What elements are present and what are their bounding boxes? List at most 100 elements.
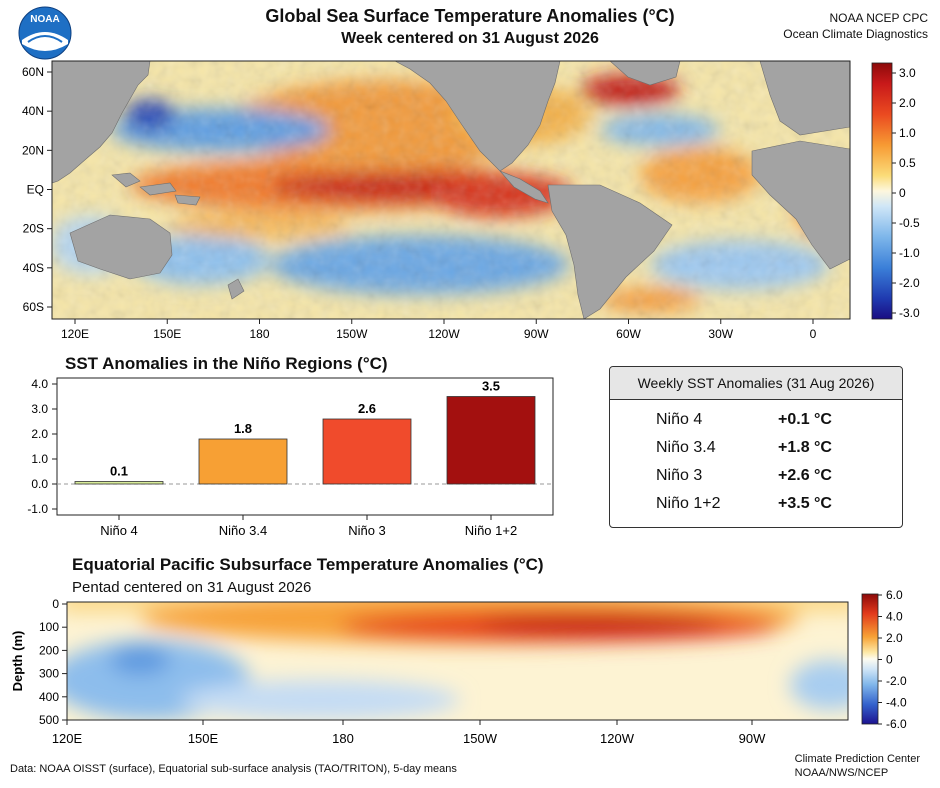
bar-value-label: 2.6 xyxy=(358,401,376,416)
subsurface-x-tick-label: 90W xyxy=(739,731,766,746)
sst-map-panel: 120E 150E 180 150W 120W 90W 60W 30W 0 60N 40N 20N E… xyxy=(22,60,920,341)
table-row-value: +0.1 °C xyxy=(778,411,832,428)
bar-y-tick-label: 4.0 xyxy=(31,377,48,391)
bar-x-tick-label: Niño 3 xyxy=(348,523,386,538)
land-masses xyxy=(52,61,850,319)
sst-x-tick-label: 120W xyxy=(428,327,460,341)
weekly-anomaly-table: Weekly SST Anomalies (31 Aug 2026) Niño … xyxy=(609,366,903,528)
sst-colorbar-tick-label: 0.5 xyxy=(899,156,916,170)
bar-value-label: 1.8 xyxy=(234,421,252,436)
subsurface-colorbar-tick-label: -4.0 xyxy=(886,696,907,710)
footer-credit-line2: NOAA/NWS/NCEP xyxy=(794,767,889,779)
credit-top-line2: Ocean Climate Diagnostics xyxy=(783,27,928,41)
page-subtitle: Week centered on 31 August 2026 xyxy=(341,30,599,47)
sst-colorbar-tick-label: -1.0 xyxy=(899,246,920,260)
table-row-value: +1.8 °C xyxy=(778,439,832,456)
bar-y-tick-label: 1.0 xyxy=(31,452,48,466)
subsurface-panel: 120E 150E 180 150W 120W 90W 0100200300400500 … xyxy=(10,590,907,746)
table-row-label: Niño 4 xyxy=(656,411,703,428)
table-row-value: +2.6 °C xyxy=(778,467,832,484)
sst-map xyxy=(52,61,850,319)
subsurface-x-tick-label: 180 xyxy=(332,731,354,746)
sst-colorbar-tick-label: 2.0 xyxy=(899,96,916,110)
nino-bar xyxy=(322,418,412,485)
sst-x-tick-label: 180 xyxy=(249,327,269,341)
noaa-logo xyxy=(18,6,72,60)
sst-colorbar-ticks: 3.0 2.0 1.0 0.5 0 -0.5 -1.0 -2.0 -3.0 xyxy=(892,66,920,320)
subsurface-colorbar-tick-label: 0 xyxy=(886,653,893,667)
subsurface-heatmap xyxy=(67,602,848,720)
nino-bar xyxy=(446,396,536,485)
table-row-label: Niño 3.4 xyxy=(656,439,716,456)
subsurface-colorbar xyxy=(861,593,879,725)
table-row-value: +3.5 °C xyxy=(778,495,832,512)
sst-x-tick-label: 60W xyxy=(616,327,641,341)
subsurface-y-tick-label: 200 xyxy=(39,643,59,657)
bar-value-label: 3.5 xyxy=(482,379,500,394)
subsurface-y-tick-label: 400 xyxy=(39,690,59,704)
subsurface-title: Equatorial Pacific Subsurface Temperatur… xyxy=(72,555,544,574)
logo-text: NOAA xyxy=(30,14,60,25)
bar-x-labels: Niño 4 Niño 3.4 Niño 3 Niño 1+2 xyxy=(100,515,517,538)
sst-map-y-ticks: 60N 40N 20N EQ 20S 40S 60S xyxy=(22,65,52,314)
sst-colorbar-tick-label: 0 xyxy=(899,186,906,200)
subsurface-x-ticks: 120E 150E 180 150W 120W 90W xyxy=(52,720,766,746)
bar-x-tick-label: Niño 3.4 xyxy=(219,523,267,538)
subsurface-colorbar-tick-label: -2.0 xyxy=(886,674,907,688)
sst-y-tick-label: 20N xyxy=(22,143,44,157)
footer-credit-line1: Climate Prediction Center xyxy=(794,753,920,765)
bar-marks: 0.1 1.8 2.6 3.5 xyxy=(74,379,536,485)
table-title: Weekly SST Anomalies (31 Aug 2026) xyxy=(610,367,902,400)
bar-x-tick-label: Niño 4 xyxy=(100,523,138,538)
subsurface-x-tick-label: 150E xyxy=(188,731,219,746)
subsurface-y-tick-label: 500 xyxy=(39,713,59,727)
subsurface-colorbar-tick-label: 6.0 xyxy=(886,590,903,602)
sst-y-tick-label: 40S xyxy=(23,261,44,275)
credit-top-line1: NOAA NCEP CPC xyxy=(829,11,928,25)
subsurface-x-tick-label: 120E xyxy=(52,731,83,746)
sst-colorbar-tick-label: -2.0 xyxy=(899,276,920,290)
subsurface-y-axis-label: Depth (m) xyxy=(10,631,25,692)
subsurface-colorbar-ticks: 6.0 4.0 2.0 0 -2.0 -4.0 -6.0 xyxy=(878,590,907,731)
table-row-label: Niño 3 xyxy=(656,467,703,484)
sst-colorbar-tick-label: 3.0 xyxy=(899,66,916,80)
sst-colorbar-tick-label: -3.0 xyxy=(899,306,920,320)
sst-colorbar xyxy=(871,62,893,320)
subsurface-colorbar-tick-label: -6.0 xyxy=(886,717,907,731)
sst-y-tick-label: 20S xyxy=(23,222,44,236)
subsurface-y-tick-label: 0 xyxy=(52,597,59,611)
subsurface-colorbar-tick-label: 2.0 xyxy=(886,631,903,645)
sst-x-tick-label: 0 xyxy=(810,327,817,341)
sst-map-x-ticks: 120E 150E 180 150W 120W 90W 60W 30W 0 xyxy=(61,319,817,341)
sst-colorbar-tick-label: -0.5 xyxy=(899,216,920,230)
page-title: Global Sea Surface Temperature Anomalies… xyxy=(265,6,675,26)
bar-y-tick-label: 0.0 xyxy=(31,477,48,491)
sst-y-tick-label: 60N xyxy=(22,65,44,79)
subsurface-y-tick-label: 100 xyxy=(39,620,59,634)
bar-y-tick-label: -1.0 xyxy=(27,502,48,516)
table-row-label: Niño 1+2 xyxy=(656,495,721,512)
sst-x-tick-label: 150W xyxy=(336,327,368,341)
data-source-note: Data: NOAA OISST (surface), Equatorial s… xyxy=(10,763,457,775)
sst-y-tick-label: 60S xyxy=(23,300,44,314)
sst-y-tick-label: EQ xyxy=(27,183,44,197)
subsurface-x-tick-label: 120W xyxy=(600,731,635,746)
bar-y-tick-label: 2.0 xyxy=(31,427,48,441)
sst-y-tick-label: 40N xyxy=(22,104,44,118)
sst-x-tick-label: 90W xyxy=(524,327,549,341)
sst-colorbar-tick-label: 1.0 xyxy=(899,126,916,140)
bar-y-ticks: 4.0 3.0 2.0 1.0 0.0 -1.0 xyxy=(27,377,553,516)
nino-bar xyxy=(74,481,164,485)
bar-x-tick-label: Niño 1+2 xyxy=(465,523,517,538)
nino-bar-title: SST Anomalies in the Niño Regions (°C) xyxy=(65,354,388,373)
subsurface-x-tick-label: 150W xyxy=(463,731,498,746)
subsurface-subtitle: Pentad centered on 31 August 2026 xyxy=(72,579,312,596)
subsurface-y-ticks: 0 100 200 300 400 500 xyxy=(39,597,67,727)
bar-value-label: 0.1 xyxy=(110,464,128,479)
subsurface-y-tick-label: 300 xyxy=(39,667,59,681)
sst-x-tick-label: 120E xyxy=(61,327,89,341)
sst-x-tick-label: 30W xyxy=(708,327,733,341)
credit-top: NOAA NCEP CPC Ocean Climate Diagnostics xyxy=(783,10,928,42)
sst-x-tick-label: 150E xyxy=(153,327,181,341)
